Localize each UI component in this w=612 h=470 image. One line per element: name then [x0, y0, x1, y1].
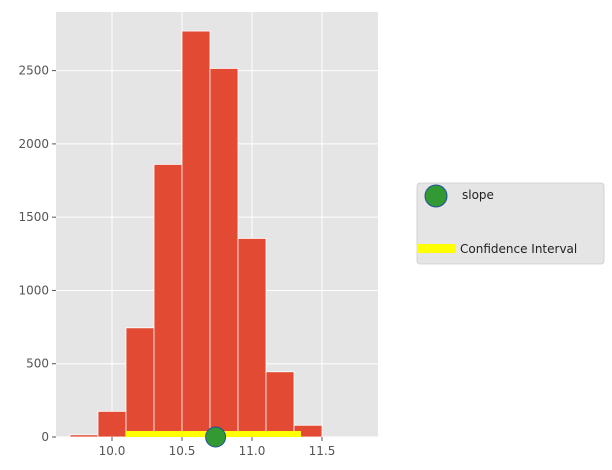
- y-tick-label: 2500: [18, 64, 49, 78]
- histogram-bar: [97, 410, 127, 438]
- x-tick-label: 11.0: [239, 444, 266, 458]
- legend-ci-swatch: [417, 244, 456, 253]
- x-tick-label: 10.0: [99, 444, 126, 458]
- histogram-bar: [237, 238, 267, 438]
- histogram-bar: [265, 371, 295, 438]
- y-tick-label: 0: [41, 430, 49, 444]
- legend-slope-label: slope: [462, 188, 494, 202]
- histogram-bar: [181, 30, 211, 438]
- x-tick-label: 10.5: [169, 444, 196, 458]
- legend-box: [416, 182, 605, 265]
- legend: slope Confidence Interval: [416, 182, 605, 265]
- x-axis-ticks: 10.0 10.5 11.0 11.5: [99, 437, 336, 458]
- histogram-bar: [69, 434, 99, 438]
- y-tick-label: 1500: [18, 210, 49, 224]
- histogram-bar: [209, 68, 239, 438]
- histogram-bar: [153, 164, 183, 438]
- slope-marker: [205, 426, 227, 448]
- y-tick-label: 500: [26, 357, 49, 371]
- x-tick-label: 11.5: [309, 444, 336, 458]
- legend-slope-marker: [424, 184, 448, 208]
- y-tick-label: 1000: [18, 283, 49, 297]
- legend-ci-label: Confidence Interval: [460, 242, 577, 256]
- histogram-bar: [125, 327, 155, 438]
- bars: [69, 30, 323, 438]
- y-axis-ticks: 0 500 1000 1500 2000 2500: [18, 64, 56, 444]
- y-tick-label: 2000: [18, 137, 49, 151]
